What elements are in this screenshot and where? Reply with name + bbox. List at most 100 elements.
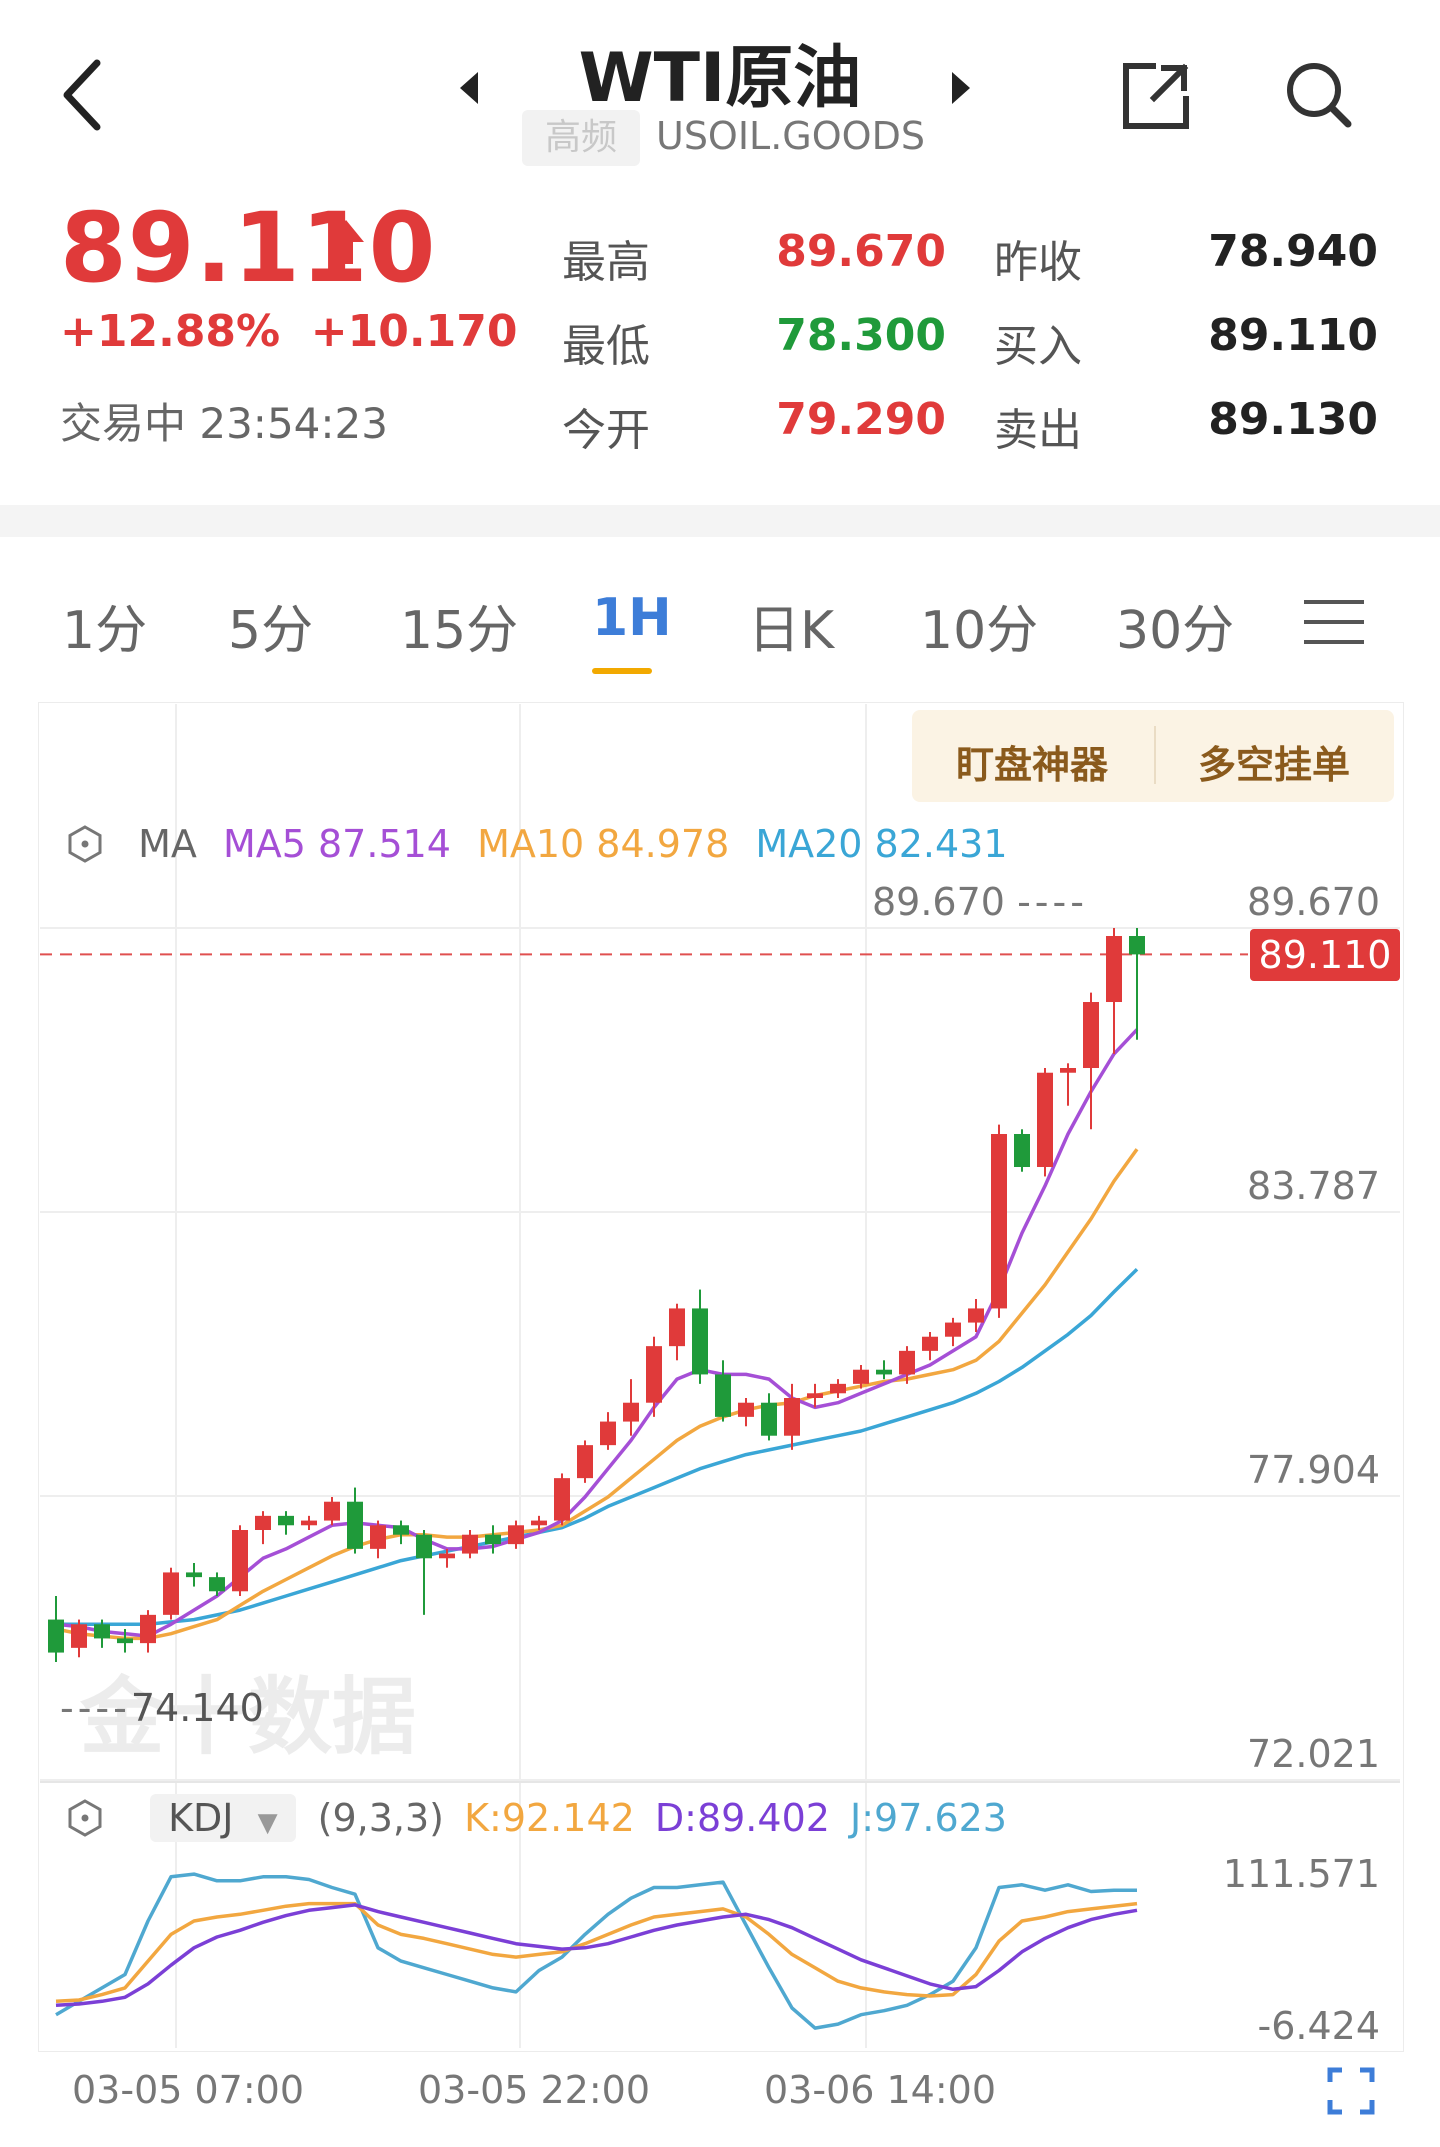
hexagon-settings-icon[interactable] xyxy=(66,1799,104,1837)
low-label: 最低 xyxy=(562,321,650,372)
ma20-value: MA20 82.431 xyxy=(755,822,1008,866)
candle-body xyxy=(807,1393,823,1399)
candle-body xyxy=(830,1383,846,1394)
prev-close-value: 78.940 xyxy=(1208,226,1378,277)
candle-body xyxy=(324,1501,340,1521)
prev-instrument-button[interactable] xyxy=(458,68,480,118)
high-label: 最高 xyxy=(562,237,650,288)
k-value: K:92.142 xyxy=(464,1796,635,1840)
candle-body xyxy=(278,1515,294,1526)
candle-body xyxy=(393,1525,409,1535)
candle-body xyxy=(163,1572,179,1615)
candle-body xyxy=(623,1402,639,1422)
next-instrument-button[interactable] xyxy=(950,68,972,118)
candle-body xyxy=(416,1534,432,1559)
change-amount: +10.170 xyxy=(310,306,518,357)
candle-body xyxy=(968,1308,984,1323)
search-icon xyxy=(1287,63,1352,128)
tab-1h[interactable]: 1H xyxy=(592,588,672,648)
candle-body xyxy=(485,1534,501,1545)
trading-status: 交易中 23:54:23 xyxy=(60,399,388,448)
candle-body xyxy=(738,1402,754,1417)
ma-label: MA xyxy=(138,822,197,866)
bid-label: 买入 xyxy=(994,321,1082,372)
candle-body xyxy=(301,1520,317,1526)
indicator-select[interactable]: KDJ ▼ xyxy=(150,1794,296,1842)
tool-buttons xyxy=(912,710,1394,802)
candle-body xyxy=(876,1369,892,1375)
candle-body xyxy=(48,1619,64,1653)
tab-1min[interactable]: 1分 xyxy=(62,601,148,661)
x-tick-label: 03-05 22:00 xyxy=(418,2068,651,2112)
d-value: D:89.402 xyxy=(654,1796,830,1840)
watch-tool-button[interactable]: 盯盘神器 xyxy=(956,743,1109,787)
tab-10min[interactable]: 10分 xyxy=(920,601,1039,661)
candle-body xyxy=(922,1336,938,1351)
tab-5min[interactable]: 5分 xyxy=(228,601,314,661)
candle-body xyxy=(71,1624,87,1648)
back-button[interactable] xyxy=(55,55,115,135)
ma5-value: MA5 87.514 xyxy=(222,822,451,866)
section-divider xyxy=(0,505,1440,537)
y-tick-label: 72.021 xyxy=(1247,1732,1380,1776)
watermark: 金十数据 xyxy=(80,1668,417,1766)
tab-daily[interactable]: 日K xyxy=(748,601,835,661)
indicator-select-value: KDJ xyxy=(168,1796,234,1840)
active-tab-indicator xyxy=(592,668,652,674)
more-intervals-button[interactable] xyxy=(1302,598,1366,646)
candle-body xyxy=(899,1350,915,1375)
caret-right-icon xyxy=(952,72,970,104)
candle-body xyxy=(531,1520,547,1526)
candle-body xyxy=(462,1534,478,1554)
instrument-code: USOIL.GOODS xyxy=(656,114,925,158)
candle-body xyxy=(117,1638,133,1644)
low-marker-value: 74.140 xyxy=(130,1686,264,1730)
share-button[interactable] xyxy=(1120,60,1192,132)
up-arrow-icon xyxy=(326,218,366,270)
y-tick-label: 77.904 xyxy=(1247,1448,1380,1492)
ma5-line xyxy=(55,1028,1139,1638)
candle-body xyxy=(1014,1134,1030,1168)
fullscreen-button[interactable] xyxy=(1326,2066,1376,2116)
caret-left-icon xyxy=(460,72,478,104)
low-value: 78.300 xyxy=(776,310,946,361)
open-value: 79.290 xyxy=(776,394,946,445)
tool-divider xyxy=(1154,726,1156,784)
tab-15min[interactable]: 15分 xyxy=(400,601,519,661)
last-price: 89.110 xyxy=(60,192,437,304)
candle-body xyxy=(439,1553,455,1559)
kdj-y-tick-label: 111.571 xyxy=(1222,1852,1380,1896)
high-marker-value: 89.670 xyxy=(872,880,1005,924)
frequency-badge: 高频 xyxy=(522,110,640,166)
candle-body xyxy=(370,1525,386,1549)
candle-body xyxy=(255,1515,271,1530)
kdj-params: (9,3,3) xyxy=(317,1796,445,1840)
candle-body xyxy=(94,1624,110,1639)
chevron-left-icon xyxy=(63,59,101,131)
candle-body xyxy=(692,1308,708,1375)
search-button[interactable] xyxy=(1282,58,1354,130)
candle-body xyxy=(186,1572,202,1578)
candle-body xyxy=(347,1501,363,1549)
hexagon-settings-icon[interactable] xyxy=(66,825,104,863)
y-tick-label: 83.787 xyxy=(1247,1164,1380,1208)
candle-body xyxy=(140,1614,156,1644)
ma10-value: MA10 84.978 xyxy=(477,822,730,866)
candle-body xyxy=(1037,1072,1053,1168)
ask-label: 卖出 xyxy=(994,405,1082,456)
kdj-legend: KDJ ▼ (9,3,3) K:92.142 D:89.402 J:97.623 xyxy=(66,1794,1007,1842)
ma-legend: MA MA5 87.514 MA10 84.978 MA20 82.431 xyxy=(66,822,1008,866)
chart-frame xyxy=(38,702,1404,2052)
candle-body xyxy=(577,1445,593,1479)
candle-body xyxy=(991,1134,1007,1309)
caret-down-icon: ▼ xyxy=(257,1808,278,1838)
candle-body xyxy=(784,1398,800,1436)
candle-body xyxy=(1083,1002,1099,1069)
candle-body xyxy=(761,1402,777,1436)
tab-30min[interactable]: 30分 xyxy=(1116,601,1235,661)
candle-body xyxy=(669,1308,685,1347)
candle-body xyxy=(1060,1068,1076,1073)
candle-body xyxy=(554,1478,570,1521)
orders-tool-button[interactable]: 多空挂单 xyxy=(1198,743,1351,787)
